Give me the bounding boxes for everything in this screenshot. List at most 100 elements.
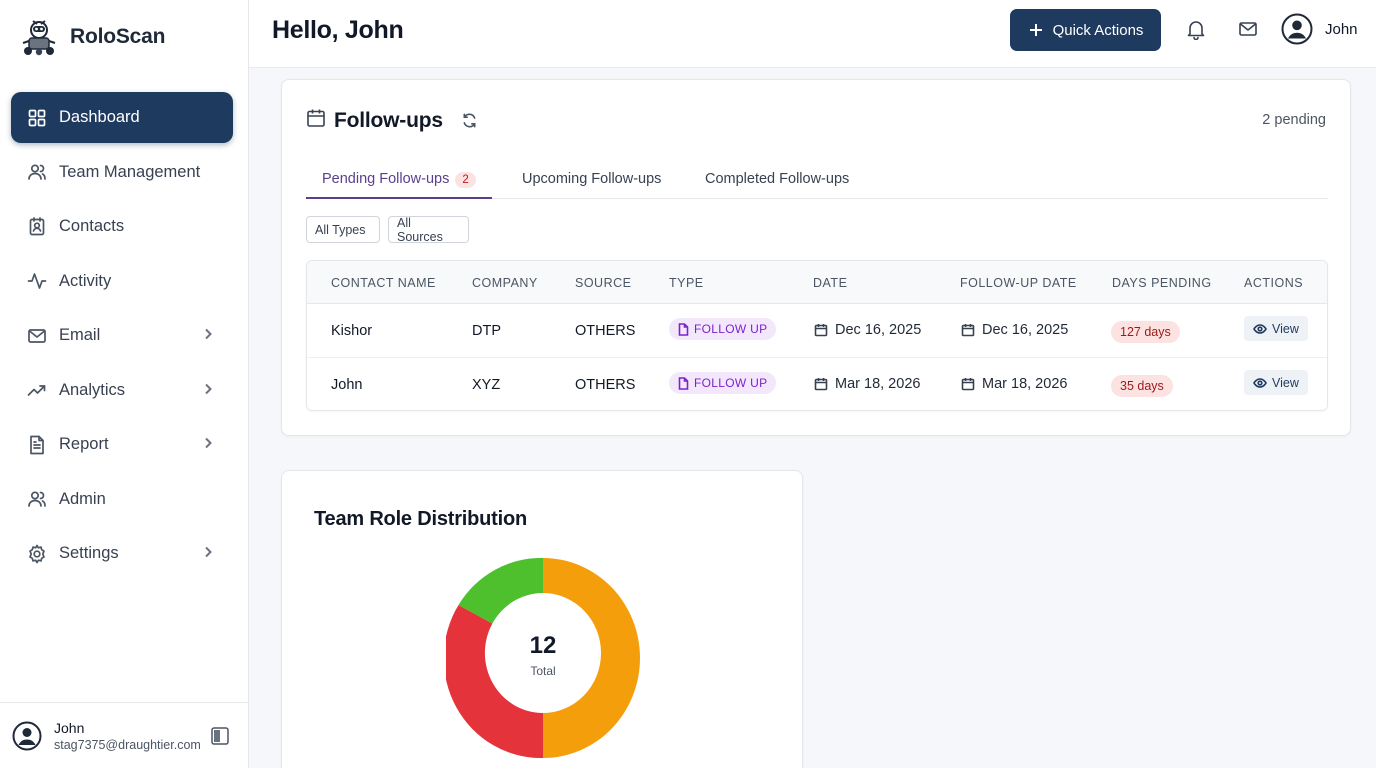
types-filter-select[interactable]: All Types (306, 216, 380, 243)
followup-date-cell: Mar 18, 2026 (961, 376, 1067, 392)
pending-badge: 2 (455, 172, 476, 188)
quick-actions-label: Quick Actions (1052, 21, 1144, 39)
calendar-icon (961, 324, 975, 337)
column-header: SOURCE (575, 276, 632, 290)
sidebar-user-email: stag7375@draughtier.com (54, 737, 201, 752)
sidebar-item-label: Report (59, 435, 109, 453)
sidebar-item-report[interactable]: Report (11, 419, 233, 470)
team-role-title: Team Role Distribution (314, 508, 528, 530)
activity-pulse-icon (27, 271, 47, 291)
plus-icon (1029, 24, 1042, 36)
sidebar-item-activity[interactable]: Activity (11, 256, 233, 307)
days-pending-badge: 35 days (1111, 375, 1173, 397)
column-header: FOLLOW-UP DATE (960, 276, 1077, 290)
sidebar-item-label: Settings (59, 544, 119, 562)
sidebar-item-dashboard[interactable]: Dashboard (11, 92, 233, 143)
sidebar-item-contacts[interactable]: Contacts (11, 201, 233, 252)
tab-label: Upcoming Follow-ups (522, 171, 662, 187)
sidebar-item-label: Email (59, 326, 101, 344)
days-pending-badge: 127 days (1111, 321, 1180, 343)
dashboard-grid-icon (27, 108, 47, 128)
date-value: Mar 18, 2026 (835, 376, 921, 392)
source: OTHERS (575, 323, 636, 339)
mail-icon (27, 326, 47, 346)
users-icon (27, 162, 47, 182)
donut-center: 12 Total (446, 558, 640, 758)
table-header: CONTACT NAME COMPANY SOURCE TYPE DATE FO… (307, 261, 1327, 304)
sidebar-item-label: Admin (59, 489, 106, 508)
calendar-icon (814, 324, 828, 337)
chevron-right-icon (201, 436, 215, 450)
calendar-icon (814, 378, 828, 391)
sidebar-user-name: John (54, 719, 85, 736)
chevron-right-icon (201, 382, 215, 396)
calendar-icon (306, 108, 326, 133)
mail-icon[interactable] (1237, 18, 1259, 40)
view-button[interactable]: View (1244, 316, 1308, 341)
sidebar-item-label: Analytics (59, 380, 126, 399)
sidebar-nav: Dashboard Team Management Contacts Activ… (11, 92, 233, 583)
date-value: Dec 16, 2025 (835, 322, 922, 338)
column-header: COMPANY (472, 276, 538, 290)
followup-date-cell: Dec 16, 2025 (961, 322, 1068, 338)
sources-filter-select[interactable]: All Sources (388, 216, 469, 244)
type-badge: FOLLOW UP (669, 318, 777, 340)
contact-book-icon (27, 216, 47, 237)
tab-completed-followups[interactable]: Completed Follow-ups (705, 171, 849, 199)
pending-count: 2 pending (1262, 112, 1326, 128)
column-header: TYPE (669, 276, 704, 290)
calendar-icon (961, 378, 975, 391)
file-icon (678, 376, 689, 390)
donut-segment-green[interactable] (458, 558, 544, 624)
sidebar-item-email[interactable]: Email (11, 310, 233, 361)
top-header: Hello, John Quick Actions John (249, 0, 1376, 68)
avatar-icon (12, 721, 42, 750)
robot-logo-icon (22, 20, 56, 56)
contact-name: John (331, 377, 363, 393)
donut-segment-orange[interactable] (543, 558, 640, 758)
type-label: FOLLOW UP (694, 376, 768, 390)
header-user-menu[interactable]: John (1281, 13, 1358, 45)
gear-icon (27, 544, 47, 564)
column-header: DAYS PENDING (1112, 276, 1212, 290)
team-role-distribution-card: Team Role Distribution 12 Total (281, 470, 803, 768)
brand[interactable]: RoloScan (18, 16, 165, 58)
followups-tabs: Pending Follow-ups 2 Upcoming Follow-ups … (306, 166, 1328, 199)
brand-name: RoloScan (70, 25, 166, 48)
page-greeting: Hello, John (272, 16, 404, 44)
type-label: FOLLOW UP (694, 322, 768, 336)
chevron-right-icon (201, 327, 215, 341)
view-label: View (1272, 321, 1299, 336)
quick-actions-button[interactable]: Quick Actions (1010, 9, 1161, 51)
view-button[interactable]: View (1244, 370, 1308, 395)
tab-label: Completed Follow-ups (705, 171, 850, 187)
admin-users-icon (27, 489, 47, 509)
column-header: ACTIONS (1244, 276, 1304, 290)
followups-card: Follow-ups 2 pending Pending Follow-ups 2… (281, 79, 1351, 436)
tab-pending-followups[interactable]: Pending Follow-ups 2 (306, 171, 492, 199)
sidebar-user-profile[interactable]: John stag7375@draughtier.com (0, 702, 249, 768)
tab-upcoming-followups[interactable]: Upcoming Follow-ups (522, 171, 661, 199)
followups-title: Follow-ups (334, 108, 443, 132)
table-row[interactable]: John XYZ OTHERS FOLLOW UP Mar 18, 2026 M… (307, 358, 1327, 410)
bell-icon[interactable] (1185, 18, 1207, 41)
header-user-name: John (1325, 20, 1358, 38)
followups-table: CONTACT NAME COMPANY SOURCE TYPE DATE FO… (306, 260, 1328, 411)
date-cell: Mar 18, 2026 (814, 376, 920, 392)
document-icon (27, 435, 47, 455)
sidebar-item-admin[interactable]: Admin (11, 474, 233, 525)
donut-segment-red[interactable] (446, 605, 543, 758)
table-row[interactable]: Kishor DTP OTHERS FOLLOW UP Dec 16, 2025… (307, 304, 1327, 358)
tab-label: Pending Follow-ups (322, 171, 450, 187)
sidebar-item-analytics[interactable]: Analytics (11, 365, 233, 416)
total-count: 12 (529, 632, 557, 659)
eye-icon (1253, 323, 1267, 334)
role-donut-chart (446, 558, 640, 758)
refresh-icon[interactable] (461, 112, 479, 130)
sidebar-item-settings[interactable]: Settings (11, 528, 233, 579)
followup-date-value: Dec 16, 2025 (982, 322, 1069, 338)
avatar-icon (1281, 13, 1313, 45)
sidebar-collapse-icon[interactable] (211, 727, 229, 745)
sidebar-item-team-management[interactable]: Team Management (11, 147, 233, 198)
company: DTP (472, 323, 501, 339)
